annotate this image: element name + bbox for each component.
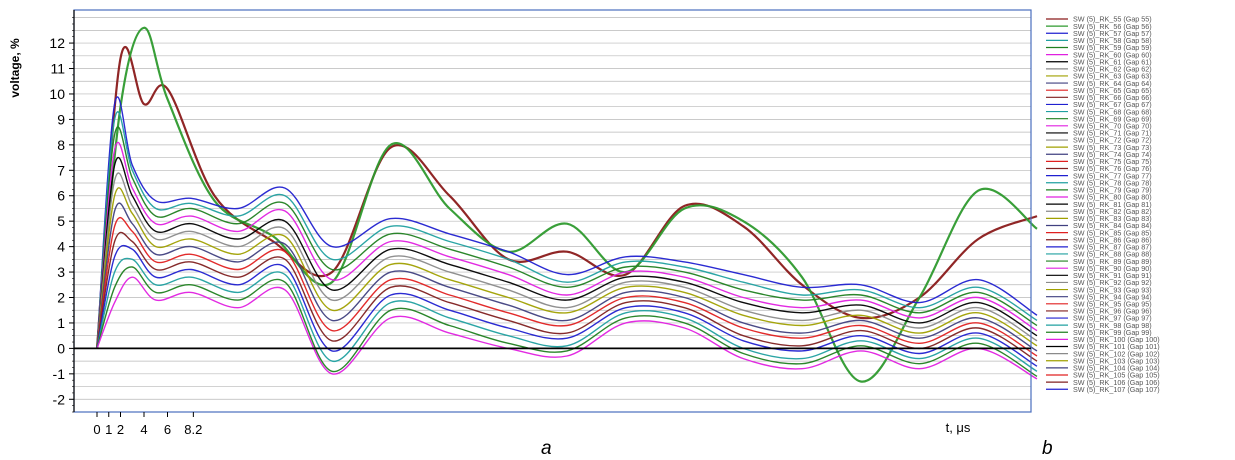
- legend-label: SW (5)_RK_75 (Gap 75): [1073, 157, 1152, 166]
- legend-label: SW (5)_RK_94 (Gap 94): [1073, 292, 1152, 301]
- y-tick-label: 4: [57, 239, 65, 255]
- legend-label: SW (5)_RK_84 (Gap 84): [1073, 221, 1152, 230]
- legend-label: SW (5)_RK_81 (Gap 81): [1073, 200, 1152, 209]
- series-line-6: [96, 141, 1038, 349]
- legend-label: SW (5)_RK_92 (Gap 92): [1073, 278, 1152, 287]
- legend-label: SW (5)_RK_106 (Gap 106): [1073, 378, 1160, 387]
- legend-label: SW (5)_RK_101 (Gap 101): [1073, 342, 1160, 351]
- series-lines: [95, 26, 1038, 383]
- y-tick-label: 2: [57, 290, 65, 306]
- legend-label: SW (5)_RK_97 (Gap 97): [1073, 314, 1152, 323]
- x-tick-label: 6: [164, 422, 171, 437]
- legend-label: SW (5)_RK_56 (Gap 56): [1073, 22, 1152, 31]
- legend-label: SW (5)_RK_82 (Gap 82): [1073, 207, 1152, 216]
- series-line-4: [96, 111, 1038, 349]
- y-tick-label: -2: [53, 391, 66, 407]
- legend-label: SW (5)_RK_99 (Gap 99): [1073, 328, 1152, 337]
- legend-label: SW (5)_RK_69 (Gap 69): [1073, 114, 1152, 123]
- series-line-7: [96, 156, 1038, 349]
- legend-label: SW (5)_RK_66 (Gap 66): [1073, 93, 1152, 102]
- caption-b: b: [1042, 438, 1053, 459]
- legend-label: SW (5)_RK_58 (Gap 58): [1073, 36, 1152, 45]
- legend-label: SW (5)_RK_73 (Gap 73): [1073, 143, 1152, 152]
- legend-label: SW (5)_RK_79 (Gap 79): [1073, 186, 1152, 195]
- legend-label: SW (5)_RK_63 (Gap 63): [1073, 72, 1152, 81]
- y-tick-label: -1: [53, 366, 66, 382]
- series-line-1: [95, 46, 1038, 349]
- series-line-13: [96, 244, 1038, 367]
- legend-label: SW (5)_RK_89 (Gap 89): [1073, 257, 1152, 266]
- legend-label: SW (5)_RK_95 (Gap 95): [1073, 300, 1152, 309]
- x-tick-label: 2: [117, 422, 124, 437]
- legend-label: SW (5)_RK_93 (Gap 93): [1073, 285, 1152, 294]
- y-tick-label: 11: [50, 61, 65, 77]
- series-line-5: [96, 126, 1038, 349]
- legend-label: SW (5)_RK_74 (Gap 74): [1073, 150, 1152, 159]
- legend-label: SW (5)_RK_68 (Gap 68): [1073, 107, 1152, 116]
- legend-label: SW (5)_RK_55 (Gap 55): [1073, 15, 1152, 24]
- legend-label: SW (5)_RK_76 (Gap 76): [1073, 164, 1152, 173]
- y-tick-label: 12: [49, 35, 65, 51]
- legend-label: SW (5)_RK_77 (Gap 77): [1073, 171, 1152, 180]
- series-line-10: [96, 202, 1038, 352]
- legend-label: SW (5)_RK_67 (Gap 67): [1073, 100, 1152, 109]
- series-line-15: [96, 266, 1038, 378]
- legend-label: SW (5)_RK_91 (Gap 91): [1073, 271, 1152, 280]
- y-tick-label: 7: [57, 162, 65, 178]
- legend-label: SW (5)_RK_105 (Gap 105): [1073, 371, 1160, 380]
- legend-label: SW (5)_RK_96 (Gap 96): [1073, 307, 1152, 316]
- legend-label: SW (5)_RK_107 (Gap 107): [1073, 385, 1160, 394]
- series-line-9: [96, 187, 1038, 349]
- legend-label: SW (5)_RK_80 (Gap 80): [1073, 193, 1152, 202]
- legend-label: SW (5)_RK_59 (Gap 59): [1073, 43, 1152, 52]
- x-tick-label: 1: [105, 422, 112, 437]
- grid-lines: [74, 17, 1031, 413]
- legend-label: SW (5)_RK_102 (Gap 102): [1073, 349, 1160, 358]
- legend-label: SW (5)_RK_100 (Gap 100): [1073, 335, 1160, 344]
- legend-label: SW (5)_RK_65 (Gap 65): [1073, 86, 1152, 95]
- legend-label: SW (5)_RK_62 (Gap 62): [1073, 65, 1152, 74]
- legend-label: SW (5)_RK_86 (Gap 86): [1073, 235, 1152, 244]
- y-tick-label: 1: [57, 315, 65, 331]
- legend-label: SW (5)_RK_85 (Gap 85): [1073, 228, 1152, 237]
- legend-label: SW (5)_RK_78 (Gap 78): [1073, 178, 1152, 187]
- y-axis-label: voltage, %: [8, 38, 22, 98]
- legend-label: SW (5)_RK_83 (Gap 83): [1073, 214, 1152, 223]
- legend-label: SW (5)_RK_57 (Gap 57): [1073, 29, 1152, 38]
- y-tick-label: 8: [57, 137, 65, 153]
- y-tick-label: 3: [57, 264, 65, 280]
- x-tick-label: 0: [93, 422, 100, 437]
- x-tick-label: 4: [140, 422, 147, 437]
- legend-label: SW (5)_RK_61 (Gap 61): [1073, 57, 1152, 66]
- legend-label: SW (5)_RK_71 (Gap 71): [1073, 129, 1152, 138]
- legend-label: SW (5)_RK_90 (Gap 90): [1073, 264, 1152, 273]
- y-tick-label: 10: [49, 86, 65, 102]
- legend-label: SW (5)_RK_88 (Gap 88): [1073, 250, 1152, 259]
- series-line-3: [96, 96, 1038, 349]
- y-tick-label: 0: [57, 340, 65, 356]
- legend-label: SW (5)_RK_87 (Gap 87): [1073, 243, 1152, 252]
- y-tick-label: 6: [57, 188, 65, 204]
- legend-label: SW (5)_RK_60 (Gap 60): [1073, 50, 1152, 59]
- series-line-14: [96, 257, 1038, 372]
- series-line-8: [96, 172, 1038, 349]
- caption-a: a: [541, 438, 552, 459]
- series-line-2: [95, 26, 1038, 383]
- legend-label: SW (5)_RK_72 (Gap 72): [1073, 136, 1152, 145]
- series-line-11: [96, 217, 1038, 357]
- legend-label: SW (5)_RK_104 (Gap 104): [1073, 364, 1160, 373]
- x-axis-label: t, μs: [946, 420, 971, 435]
- y-tick-label: 5: [57, 213, 65, 229]
- legend: SW (5)_RK_55 (Gap 55)SW (5)_RK_56 (Gap 5…: [1046, 15, 1160, 394]
- legend-label: SW (5)_RK_98 (Gap 98): [1073, 321, 1152, 330]
- x-tick-label: 8.2: [184, 422, 202, 437]
- y-tick-label: 9: [57, 111, 65, 127]
- legend-label: SW (5)_RK_103 (Gap 103): [1073, 356, 1160, 365]
- series-line-12: [96, 231, 1038, 362]
- legend-label: SW (5)_RK_64 (Gap 64): [1073, 79, 1152, 88]
- series-line-16: [96, 276, 1038, 380]
- legend-label: SW (5)_RK_70 (Gap 70): [1073, 122, 1152, 131]
